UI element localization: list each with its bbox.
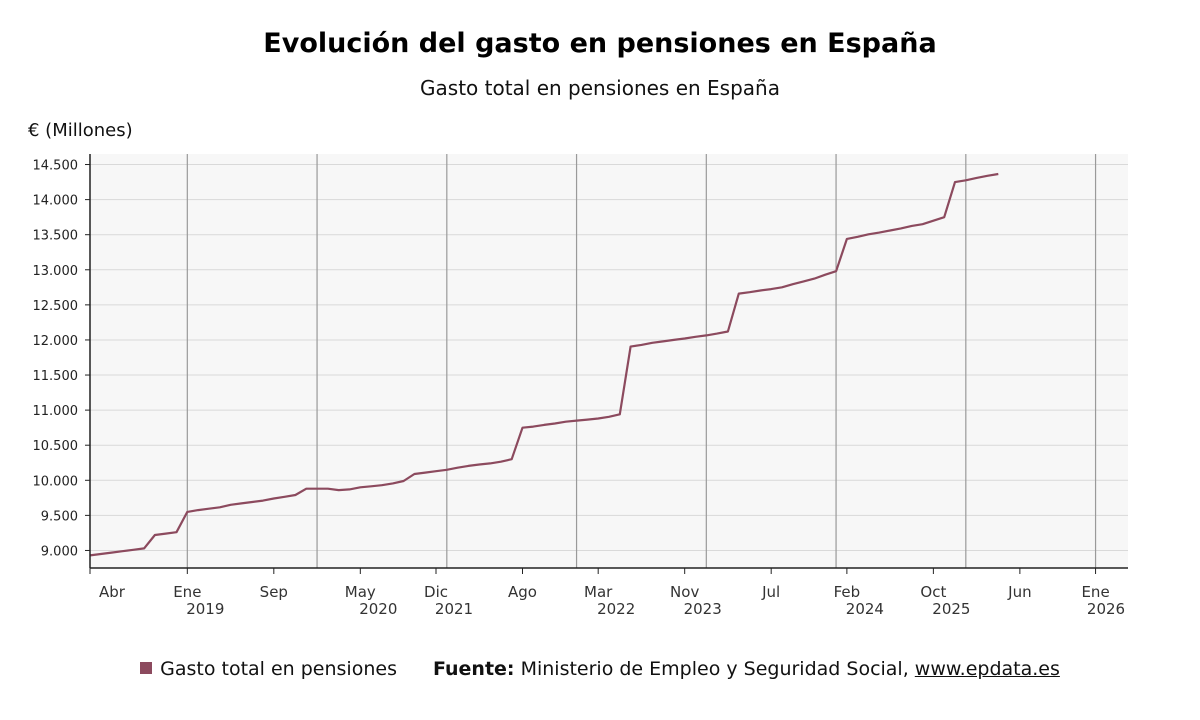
- source-text: Ministerio de Empleo y Seguridad Social,: [514, 658, 915, 680]
- x-tick-label: Mar: [584, 583, 613, 601]
- x-tick-year-label: 2026: [1087, 600, 1125, 618]
- chart-subtitle: Gasto total en pensiones en España: [420, 76, 780, 100]
- y-tick-label: 10.000: [33, 474, 79, 489]
- y-tick-label: 9.500: [41, 509, 78, 524]
- x-tick-label: Nov: [670, 583, 699, 601]
- x-tick-label: Sep: [260, 583, 288, 601]
- x-tick-label: Jul: [761, 583, 780, 601]
- y-axis-ticks: 9.000 9.500 10.000 10.500 11.000 11.500 12.000…: [33, 159, 90, 559]
- source-label: Fuente:: [432, 658, 515, 680]
- vertical-gridlines: [186, 154, 1097, 568]
- x-tick-year-label: 2019: [186, 600, 224, 618]
- horizontal-gridlines: [90, 164, 1128, 551]
- y-tick-label: 12.000: [33, 334, 79, 349]
- source-link[interactable]: www.epdata.es: [914, 658, 1060, 680]
- x-tick-year-label: 2025: [932, 600, 970, 618]
- x-tick-label: May: [345, 583, 376, 601]
- x-tick-label: Dic: [424, 583, 448, 601]
- y-tick-label: 10.500: [33, 439, 79, 454]
- x-tick-label: Feb: [834, 583, 861, 601]
- x-tick-year-label: 2020: [359, 600, 397, 618]
- legend-swatch: [140, 661, 153, 674]
- y-tick-label: 14.000: [33, 194, 79, 209]
- y-tick-label: 13.500: [33, 229, 79, 244]
- y-tick-label: 14.500: [33, 159, 79, 174]
- legend-label: Gasto total en pensiones: [160, 658, 397, 680]
- x-tick-label: Ene: [1081, 583, 1109, 601]
- x-tick-label: Jun: [1007, 583, 1031, 601]
- x-tick-year-label: 2021: [435, 600, 473, 618]
- y-tick-label: 9.000: [41, 544, 78, 559]
- x-tick-label: Ene: [173, 583, 201, 601]
- chart-title: Evolución del gasto en pensiones en Espa…: [263, 28, 937, 59]
- plot-area: [90, 154, 1128, 568]
- series-line-gasto-total: [89, 172, 999, 557]
- chart-footer: Gasto total en pensiones Fuente: Minister…: [0, 658, 1200, 680]
- x-tick-year-label: 2024: [846, 600, 884, 618]
- x-tick-label: Oct: [920, 583, 946, 601]
- y-tick-label: 11.500: [33, 369, 79, 384]
- y-tick-label: 12.500: [33, 299, 79, 314]
- x-tick-label: Abr: [99, 583, 126, 601]
- y-tick-label: 13.000: [33, 264, 79, 279]
- line-chart: 9.000 9.500 10.000 10.500 11.000 11.500 12.000…: [33, 154, 1128, 618]
- y-tick-label: 11.000: [33, 404, 79, 419]
- x-tick-label: Ago: [508, 583, 537, 601]
- x-tick-year-label: 2023: [684, 600, 722, 618]
- y-axis-label: € (Millones): [28, 120, 133, 141]
- x-tick-year-label: 2022: [597, 600, 635, 618]
